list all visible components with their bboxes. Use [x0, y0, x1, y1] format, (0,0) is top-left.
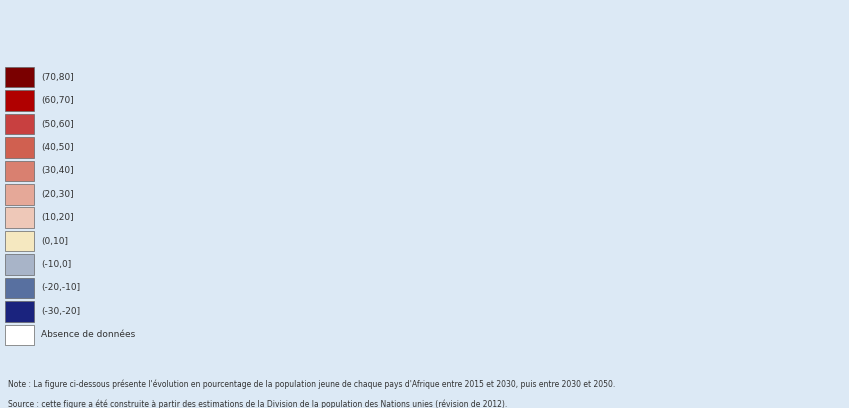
- Text: (0,10]: (0,10]: [41, 237, 68, 246]
- FancyBboxPatch shape: [5, 231, 34, 251]
- FancyBboxPatch shape: [5, 254, 34, 275]
- Text: Note : La figure ci-dessous présente l'évolution en pourcentage de la population: Note : La figure ci-dessous présente l'é…: [8, 379, 616, 389]
- Text: Absence de données: Absence de données: [41, 330, 135, 339]
- Text: (-20,-10]: (-20,-10]: [41, 284, 80, 293]
- FancyBboxPatch shape: [5, 161, 34, 181]
- Text: (20,30]: (20,30]: [41, 190, 73, 199]
- Text: (10,20]: (10,20]: [41, 213, 73, 222]
- Text: (30,40]: (30,40]: [41, 166, 73, 175]
- FancyBboxPatch shape: [5, 137, 34, 158]
- FancyBboxPatch shape: [5, 184, 34, 204]
- Text: (60,70]: (60,70]: [41, 96, 74, 105]
- FancyBboxPatch shape: [5, 114, 34, 134]
- FancyBboxPatch shape: [5, 324, 34, 345]
- FancyBboxPatch shape: [5, 67, 34, 87]
- Text: (50,60]: (50,60]: [41, 120, 74, 129]
- Text: (70,80]: (70,80]: [41, 73, 74, 82]
- Text: (40,50]: (40,50]: [41, 143, 73, 152]
- Text: (-10,0]: (-10,0]: [41, 260, 71, 269]
- FancyBboxPatch shape: [5, 90, 34, 111]
- Text: (-30,-20]: (-30,-20]: [41, 307, 80, 316]
- FancyBboxPatch shape: [5, 301, 34, 322]
- Text: Source : cette figure a été construite à partir des estimations de la Division d: Source : cette figure a été construite à…: [8, 400, 508, 408]
- FancyBboxPatch shape: [5, 278, 34, 298]
- FancyBboxPatch shape: [5, 207, 34, 228]
